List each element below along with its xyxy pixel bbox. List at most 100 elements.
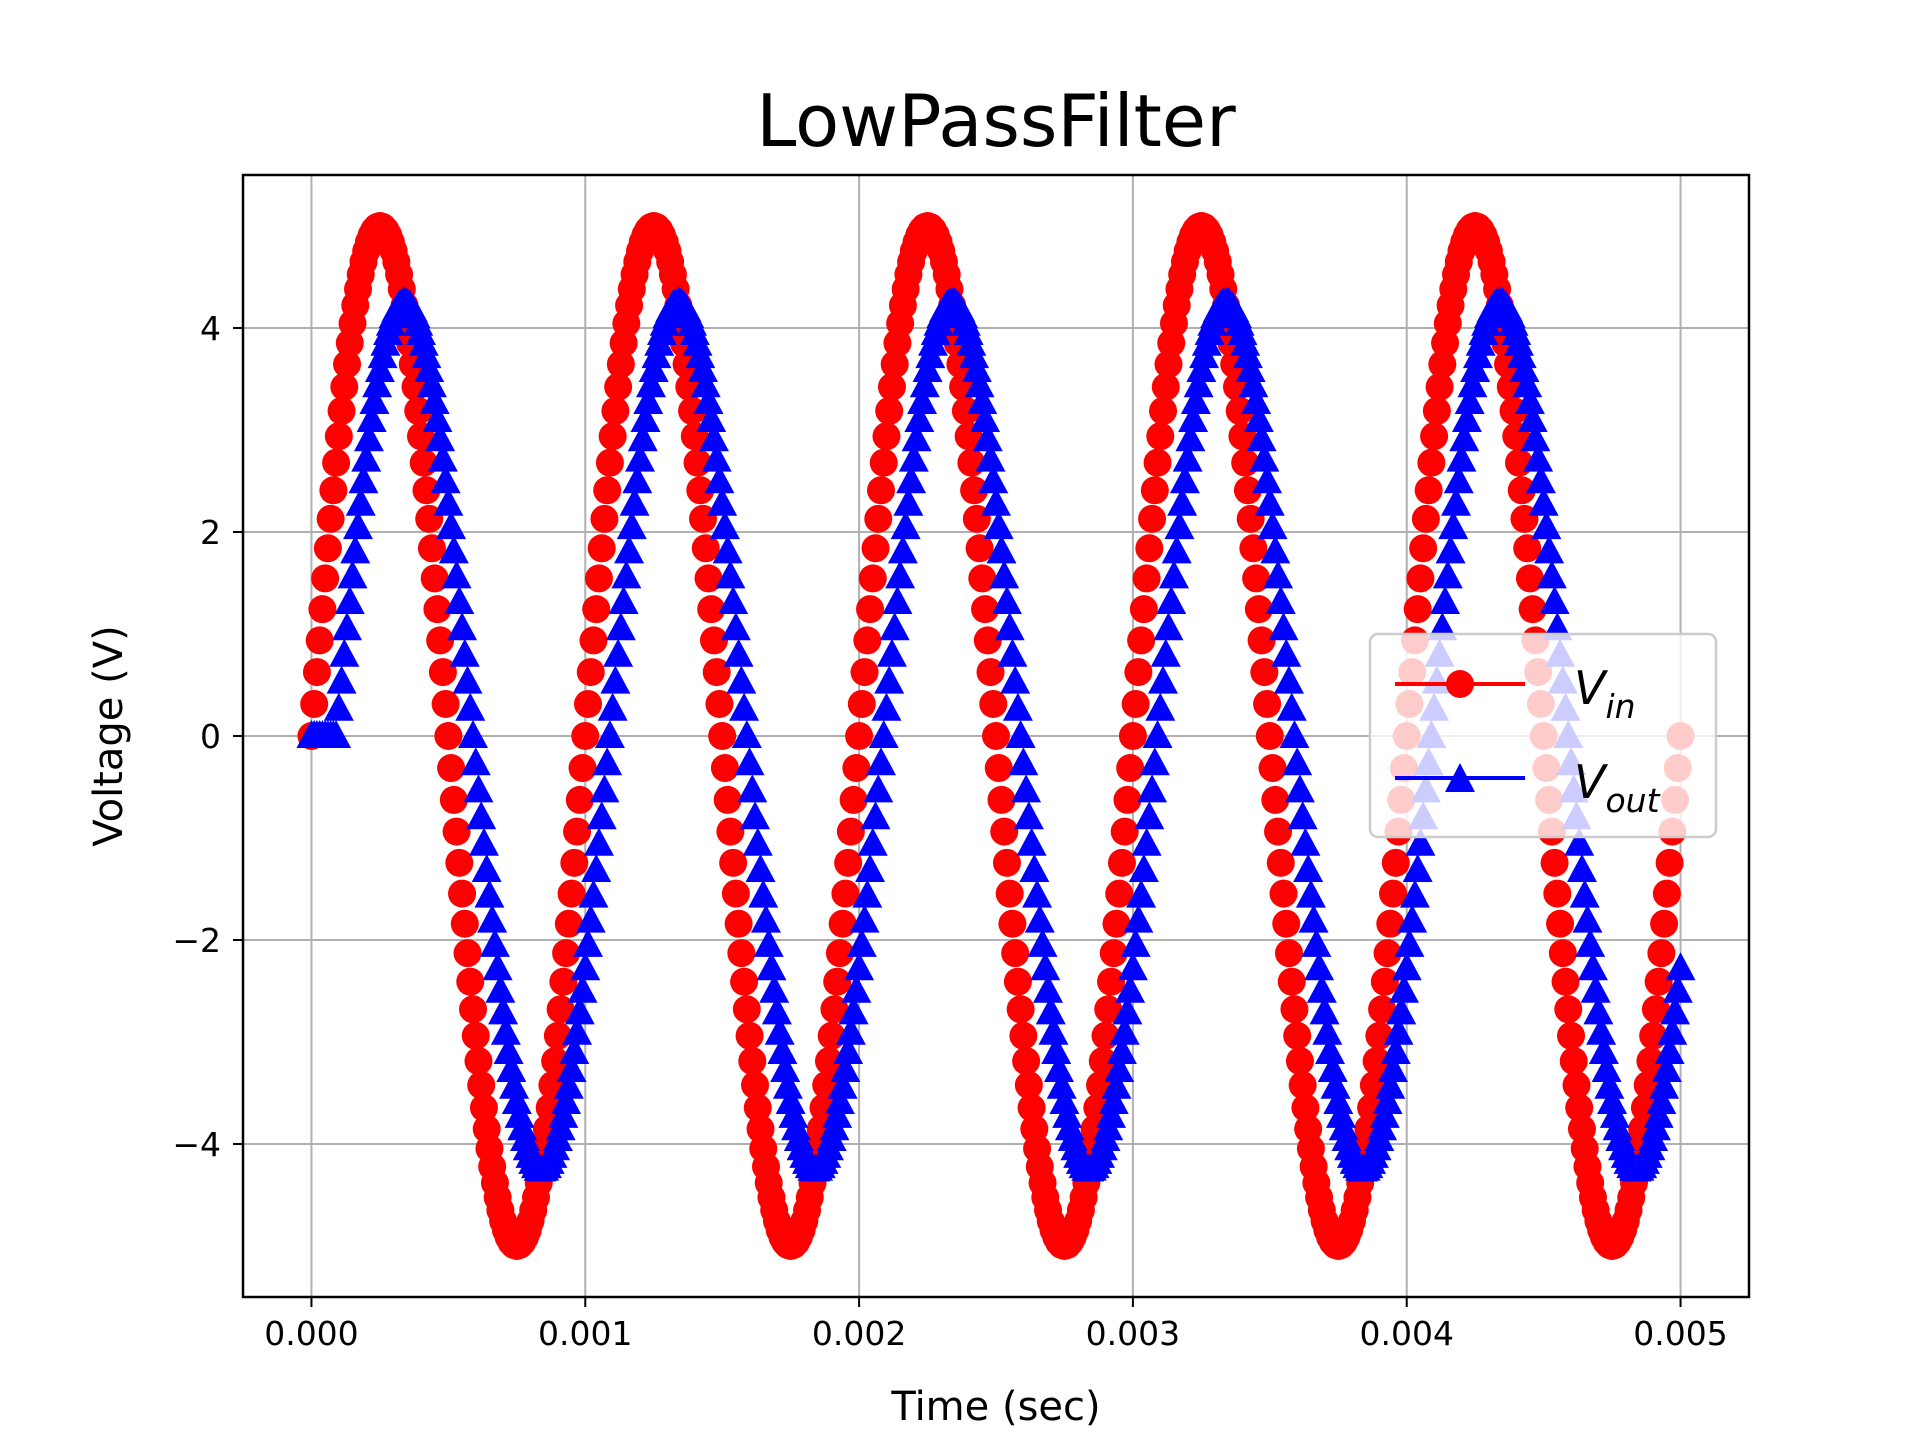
data-point-vout	[715, 560, 746, 589]
data-point-vout	[603, 638, 634, 667]
data-point-vin	[853, 626, 882, 655]
data-point-vin	[730, 967, 759, 996]
data-point-vout	[1531, 511, 1562, 540]
data-point-vout	[759, 974, 790, 1003]
data-point-vout	[564, 996, 595, 1025]
data-point-vin	[417, 534, 446, 563]
data-point-vout	[707, 487, 738, 516]
data-point-vout	[425, 423, 456, 452]
data-point-vout	[1232, 340, 1263, 369]
data-point-vout	[559, 1036, 590, 1065]
legend-marker-vout	[1445, 763, 1475, 792]
data-point-vout	[1005, 720, 1036, 748]
data-point-vout	[351, 443, 382, 472]
data-point-vout	[896, 465, 927, 494]
data-point-vout	[326, 665, 357, 694]
data-point-vout	[1008, 747, 1039, 776]
data-point-vout	[479, 928, 510, 957]
data-point-vout	[844, 952, 875, 981]
data-point-vout	[337, 560, 368, 589]
data-point-vout	[1172, 443, 1203, 472]
data-point-vout	[1651, 1054, 1682, 1083]
data-point-vout	[466, 801, 497, 830]
data-point-vout	[468, 827, 499, 856]
data-point-vout	[846, 928, 877, 957]
data-point-vout	[978, 465, 1009, 494]
data-point-vin	[992, 848, 1021, 877]
data-point-vin	[300, 689, 329, 718]
data-point-vout	[581, 853, 612, 882]
data-point-vout	[868, 720, 899, 748]
data-point-vout	[348, 465, 379, 494]
data-point-vout	[1293, 853, 1324, 882]
data-point-vin	[1515, 564, 1544, 593]
data-point-vout	[501, 1086, 532, 1115]
data-point-vin	[1373, 939, 1402, 968]
data-point-vin	[1411, 504, 1440, 533]
data-point-vout	[1290, 827, 1321, 856]
data-point-vout	[630, 403, 661, 432]
data-point-vin	[960, 476, 989, 505]
data-point-vin	[1551, 967, 1580, 996]
data-point-vout	[1022, 879, 1053, 908]
data-point-vin	[571, 722, 600, 750]
legend-marker-vin	[1446, 670, 1474, 698]
y-tick-label: 4	[200, 309, 221, 348]
data-point-vout	[578, 879, 609, 908]
data-point-vin	[434, 722, 463, 750]
data-point-vout	[447, 612, 478, 641]
data-point-vin	[1012, 1047, 1041, 1076]
data-point-vout	[1104, 1054, 1135, 1083]
data-point-vin	[1250, 658, 1279, 687]
data-point-vin	[590, 504, 619, 533]
data-point-vout	[1128, 853, 1159, 882]
data-point-vout	[1249, 443, 1280, 472]
data-point-vin	[1129, 595, 1158, 624]
data-point-vin	[1146, 422, 1175, 451]
data-point-vout	[863, 774, 894, 803]
data-point-vin	[442, 817, 471, 846]
data-point-vin	[1280, 995, 1309, 1024]
legend: Vin Vout	[1368, 632, 1718, 839]
data-point-vout	[723, 638, 754, 667]
data-point-vin	[1422, 396, 1451, 425]
data-point-vin	[979, 689, 1008, 718]
data-point-vout	[614, 535, 645, 564]
x-tick-label: 0.002	[812, 1314, 906, 1353]
data-point-vout	[1148, 665, 1179, 694]
data-point-vout	[701, 443, 732, 472]
data-point-vin	[1644, 967, 1673, 996]
data-point-vout	[332, 612, 363, 641]
data-point-vin	[982, 722, 1010, 750]
data-point-vin	[724, 909, 753, 938]
data-point-vin	[708, 722, 737, 750]
data-point-vin	[1088, 1047, 1117, 1076]
data-point-vout	[970, 403, 1001, 432]
data-point-vout	[1276, 692, 1307, 721]
data-point-vout	[616, 511, 647, 540]
data-point-vin	[552, 939, 581, 968]
data-point-vin	[1258, 754, 1287, 783]
data-point-vout	[712, 535, 743, 564]
data-point-vin	[716, 817, 745, 846]
data-point-vout	[956, 327, 987, 356]
data-point-vout	[362, 369, 393, 398]
data-point-vin	[823, 967, 852, 996]
data-point-vin	[1105, 879, 1134, 908]
data-point-vout	[1383, 1016, 1414, 1045]
data-point-vout	[1575, 928, 1606, 957]
data-point-vout	[551, 1086, 582, 1115]
data-point-vout	[855, 853, 886, 882]
data-point-vout	[455, 692, 486, 721]
data-point-vout	[586, 801, 617, 830]
data-point-vout	[729, 692, 760, 721]
data-point-vout	[1388, 974, 1419, 1003]
data-point-vout	[1000, 665, 1031, 694]
data-point-vout	[477, 904, 508, 933]
data-point-vin	[576, 658, 605, 687]
data-point-vin	[1518, 595, 1547, 624]
data-point-vin	[697, 595, 726, 624]
data-point-vin	[549, 967, 578, 996]
data-point-vout	[1405, 827, 1436, 856]
data-point-vin	[1507, 476, 1536, 505]
